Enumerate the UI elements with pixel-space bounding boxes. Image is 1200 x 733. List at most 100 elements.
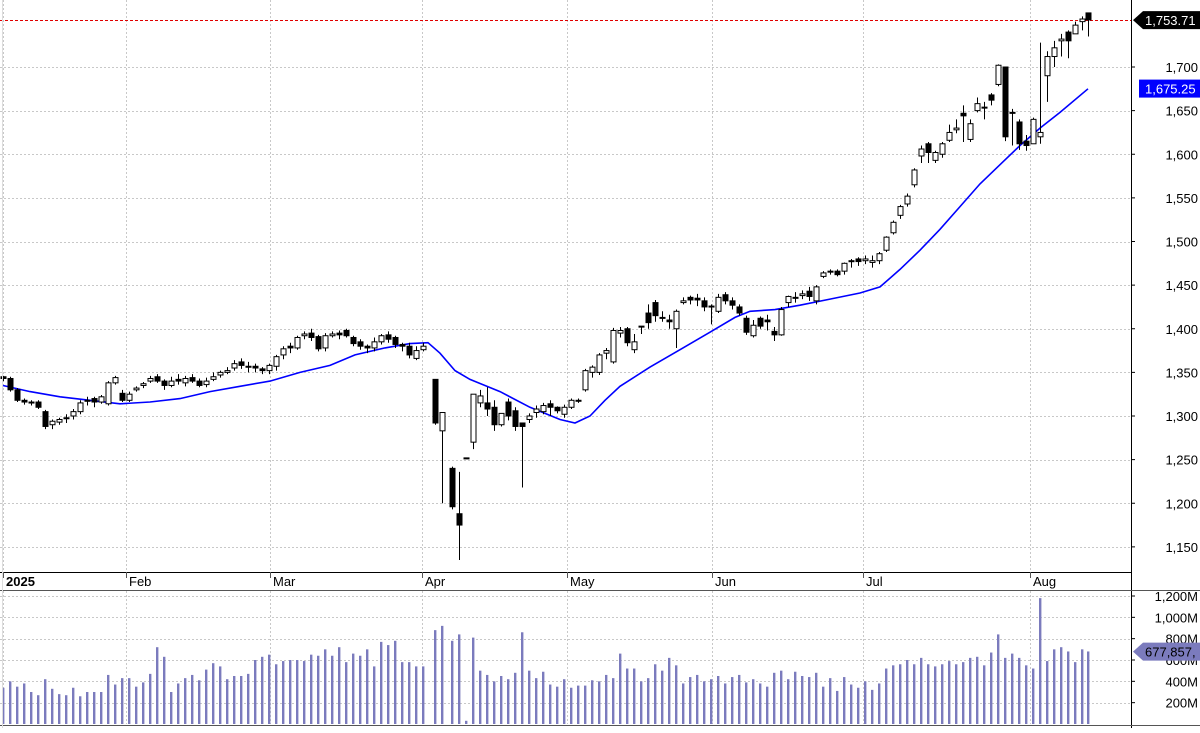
volume-bar bbox=[79, 696, 82, 724]
volume-bar bbox=[331, 655, 334, 724]
candle bbox=[743, 315, 750, 335]
candle bbox=[154, 374, 161, 383]
volume-bar bbox=[451, 640, 454, 724]
volume-bar bbox=[605, 674, 608, 724]
candle-body-down bbox=[491, 406, 498, 426]
volume-bar bbox=[9, 681, 12, 724]
candle bbox=[974, 97, 981, 113]
candle-body-up bbox=[463, 457, 470, 460]
volume-bar bbox=[724, 683, 727, 724]
candle bbox=[827, 269, 834, 275]
volume-bar bbox=[738, 674, 741, 724]
volume-bar bbox=[30, 692, 33, 724]
candle bbox=[449, 466, 456, 510]
volume-bar bbox=[1039, 598, 1042, 724]
candle bbox=[42, 409, 49, 430]
volume-bar bbox=[766, 686, 769, 724]
candle bbox=[413, 346, 420, 361]
volume-bar bbox=[703, 681, 706, 724]
candle-body-up bbox=[568, 399, 575, 408]
candle-body-up bbox=[294, 336, 301, 349]
candle-body-up bbox=[470, 393, 477, 443]
candle-body-down bbox=[287, 345, 294, 349]
candle bbox=[687, 295, 694, 305]
volume-bar bbox=[528, 670, 531, 724]
candle bbox=[266, 363, 273, 375]
candle bbox=[1072, 21, 1079, 35]
candle bbox=[343, 328, 350, 338]
volume-bar bbox=[507, 679, 510, 724]
volume-bar bbox=[654, 664, 657, 724]
volume-bar bbox=[149, 673, 152, 724]
volume-bar bbox=[170, 692, 173, 724]
volume-bar bbox=[619, 653, 622, 724]
candle-body-down bbox=[189, 377, 196, 382]
candle-body-down bbox=[238, 361, 245, 366]
candle bbox=[631, 333, 638, 354]
volume-tick-label: 200M bbox=[1165, 696, 1198, 711]
candle-body-up bbox=[168, 380, 175, 386]
candle bbox=[203, 377, 210, 388]
volume-bar bbox=[836, 690, 839, 724]
volume-bar bbox=[135, 686, 138, 724]
volume-bar bbox=[864, 681, 867, 724]
candle-body-down bbox=[1023, 140, 1030, 147]
volume-bar bbox=[913, 664, 916, 724]
candle-body-up bbox=[280, 348, 287, 356]
volume-bar bbox=[128, 678, 131, 724]
candle bbox=[498, 412, 505, 427]
candle bbox=[519, 422, 526, 488]
volume-bar bbox=[310, 654, 313, 724]
candle-body-down bbox=[743, 317, 750, 333]
candle bbox=[245, 361, 252, 373]
volume-bar bbox=[254, 660, 257, 724]
candle bbox=[785, 295, 792, 307]
volume-bar bbox=[689, 677, 692, 724]
volume-bar bbox=[107, 674, 110, 724]
candle-body-up bbox=[617, 329, 624, 334]
candle-body-up bbox=[841, 262, 848, 272]
price-tick-label: 1,200 bbox=[1165, 496, 1198, 511]
volume-bar bbox=[920, 657, 923, 724]
candle bbox=[21, 398, 28, 405]
candle-body-up bbox=[932, 152, 939, 161]
candle bbox=[540, 402, 547, 415]
candle bbox=[841, 262, 848, 275]
candle-body-down bbox=[392, 336, 399, 345]
candle-body-down bbox=[385, 334, 392, 340]
volume-bar bbox=[177, 683, 180, 724]
volume-bar bbox=[892, 665, 895, 724]
candle bbox=[813, 285, 820, 305]
volume-bar bbox=[556, 686, 559, 724]
candle-body-up bbox=[56, 418, 63, 423]
candle-body-down bbox=[1002, 66, 1009, 138]
volume-bar bbox=[23, 683, 26, 724]
candle-body-up bbox=[477, 395, 484, 404]
candle-body-down bbox=[21, 399, 28, 403]
volume-bar bbox=[934, 666, 937, 724]
candle bbox=[736, 304, 743, 316]
volume-bar bbox=[324, 649, 327, 724]
candle bbox=[561, 404, 568, 418]
candle bbox=[28, 400, 35, 406]
candle-body-down bbox=[28, 401, 35, 404]
volume-bar bbox=[1011, 653, 1014, 724]
candle-body-up bbox=[224, 370, 231, 373]
candle-body-down bbox=[519, 422, 526, 427]
volume-bar bbox=[458, 634, 461, 724]
candle-body-up bbox=[84, 399, 91, 402]
volume-bar bbox=[303, 661, 306, 724]
candle bbox=[904, 193, 911, 207]
price-tick-label: 1,550 bbox=[1165, 191, 1198, 206]
price-tick-label: 1,700 bbox=[1165, 60, 1198, 75]
volume-bar bbox=[899, 664, 902, 724]
candle-body-down bbox=[708, 305, 715, 308]
candle-body-up bbox=[813, 286, 820, 302]
candle-body-down bbox=[91, 398, 98, 403]
candle bbox=[126, 391, 133, 403]
volume-tick-label: 1,000M bbox=[1155, 610, 1198, 625]
candle bbox=[456, 471, 463, 560]
